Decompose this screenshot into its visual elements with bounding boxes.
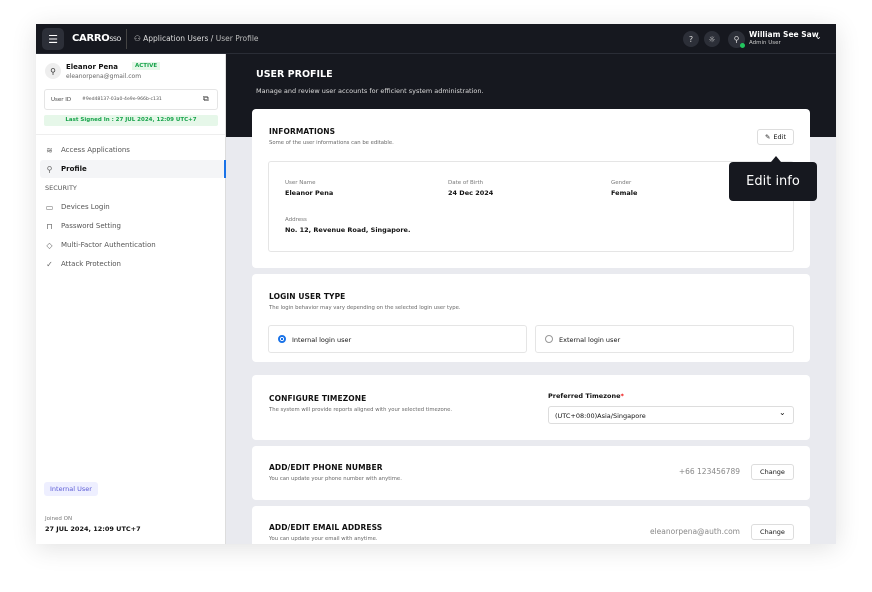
profile-email: eleanorpena@gmail.com	[66, 73, 142, 80]
hamburger-icon: ☰	[48, 32, 58, 46]
status-badge: ACTIVE	[132, 62, 161, 70]
section-subtitle: The system will provide reports aligned …	[269, 407, 453, 413]
radio-external-login[interactable]: External login user	[535, 325, 794, 353]
email-value: eleanorpena@auth.com	[649, 527, 740, 536]
sidebar-item-devices-login[interactable]: ▭ Devices Login	[45, 202, 110, 212]
timezone-label: Preferred Timezone*	[548, 392, 624, 400]
field-user-name: Eleanor Pena	[285, 189, 334, 197]
field-label: User Name	[285, 180, 316, 186]
sidebar-item-mfa[interactable]: ◇ Multi-Factor Authentication	[46, 240, 156, 250]
section-subtitle: You can update your email with anytime.	[269, 536, 378, 542]
chevron-down-icon: ⌄	[779, 408, 786, 417]
menu-button[interactable]: ☰	[42, 28, 64, 50]
informations-card: INFORMATIONS Some of the user informatio…	[252, 109, 810, 268]
sidebar-item-access-applications[interactable]: ≋ Access Applications	[46, 145, 130, 155]
section-subtitle: You can update your phone number with an…	[269, 476, 402, 482]
page-subtitle: Manage and review user accounts for effi…	[256, 87, 484, 95]
field-label: Date of Birth	[448, 180, 484, 186]
user-type-badge: Internal User	[44, 482, 98, 496]
top-bar: ☰ CARROSSO ⚇ Application Users / User Pr…	[36, 24, 836, 54]
section-title: INFORMATIONS	[269, 127, 336, 136]
logo: CARROSSO	[72, 33, 121, 44]
help-icon: ?	[688, 34, 694, 44]
main-content: USER PROFILE Manage and review user acco…	[226, 54, 836, 544]
app-window: ☰ CARROSSO ⚇ Application Users / User Pr…	[36, 24, 836, 544]
radio-internal-login[interactable]: Internal login user	[268, 325, 527, 353]
section-title: CONFIGURE TIMEZONE	[269, 394, 367, 403]
user-icon: ⚲	[46, 164, 53, 174]
sidebar-item-attack-protection[interactable]: ✓ Attack Protection	[46, 259, 121, 269]
section-subtitle: The login behavior may vary depending on…	[269, 305, 461, 311]
sidebar: ⚲ Eleanor Pena ACTIVE eleanorpena@gmail.…	[36, 54, 226, 544]
phone-value: +66 123456789	[678, 467, 740, 476]
layers-icon: ≋	[46, 145, 53, 155]
field-gender: Female	[611, 189, 638, 197]
field-label: Gender	[611, 180, 632, 186]
theme-button[interactable]: ☼	[704, 31, 720, 47]
section-title: ADD/EDIT PHONE NUMBER	[269, 463, 383, 472]
section-subtitle: Some of the user informations can be edi…	[269, 140, 394, 146]
divider	[126, 29, 127, 49]
tooltip-arrow	[771, 156, 781, 162]
active-indicator	[224, 160, 226, 178]
pencil-icon: ✎	[764, 133, 771, 141]
user-name[interactable]: William See Saw	[749, 30, 819, 39]
section-title: LOGIN USER TYPE	[269, 292, 346, 301]
joined-label: Joined ON	[45, 516, 73, 522]
breadcrumb: ⚇ Application Users / User Profile	[134, 34, 259, 43]
edit-button[interactable]: ✎ Edit	[757, 129, 794, 145]
section-security: SECURITY	[45, 184, 77, 192]
users-icon: ⚇	[134, 34, 141, 43]
chevron-down-icon[interactable]: ⌄	[815, 32, 822, 41]
timezone-select[interactable]: (UTC+08:00)Asia/Singapore ⌄	[548, 406, 794, 424]
tooltip: Edit info	[729, 162, 817, 201]
change-phone-button[interactable]: Change	[751, 464, 794, 480]
shield-check-icon: ✓	[46, 259, 53, 269]
avatar: ⚲	[45, 63, 61, 79]
timezone-card: CONFIGURE TIMEZONE The system will provi…	[252, 375, 810, 440]
profile-name: Eleanor Pena	[66, 63, 118, 71]
user-avatar[interactable]: ⚲	[728, 31, 745, 48]
breadcrumb-user-profile: User Profile	[215, 34, 259, 43]
change-email-button[interactable]: Change	[751, 524, 794, 540]
copy-icon[interactable]: ⧉	[203, 94, 209, 103]
field-address: No. 12, Revenue Road, Singapore.	[285, 226, 411, 234]
field-date-of-birth: 24 Dec 2024	[448, 189, 494, 197]
lock-icon: ⊓	[46, 221, 53, 231]
sidebar-item-profile[interactable]: ⚲ Profile	[40, 160, 224, 178]
radio-selected-icon	[278, 335, 286, 343]
divider	[36, 134, 225, 135]
phone-card: ADD/EDIT PHONE NUMBER You can update you…	[252, 446, 810, 500]
help-button[interactable]: ?	[683, 31, 699, 47]
laptop-icon: ▭	[45, 202, 54, 212]
section-title: ADD/EDIT EMAIL ADDRESS	[269, 523, 383, 532]
joined-date: 27 JUL 2024, 12:09 UTC+7	[45, 525, 141, 533]
shield-icon: ◇	[46, 240, 53, 250]
page-title: USER PROFILE	[256, 69, 333, 80]
info-fields: User Name Eleanor Pena Date of Birth 24 …	[268, 161, 794, 252]
online-indicator	[740, 43, 745, 48]
sun-icon: ☼	[708, 34, 716, 44]
field-label: Address	[285, 217, 307, 223]
login-type-card: LOGIN USER TYPE The login behavior may v…	[252, 274, 810, 362]
breadcrumb-application-users[interactable]: Application Users	[143, 34, 209, 43]
user-id-field: User ID #9ed48137-03a0-4e9e-966b-c131 ⧉	[44, 89, 218, 110]
radio-unselected-icon	[545, 335, 553, 343]
email-card: ADD/EDIT EMAIL ADDRESS You can update yo…	[252, 506, 810, 544]
user-role: Admin User	[749, 40, 781, 46]
last-signed-in: Last Signed In : 27 JUL 2024, 12:09 UTC+…	[44, 115, 218, 126]
sidebar-item-password-setting[interactable]: ⊓ Password Setting	[46, 221, 121, 231]
user-id-value: #9ed48137-03a0-4e9e-966b-c131	[82, 97, 162, 102]
user-id-label: User ID	[51, 97, 72, 103]
user-icon: ⚲	[733, 35, 740, 44]
